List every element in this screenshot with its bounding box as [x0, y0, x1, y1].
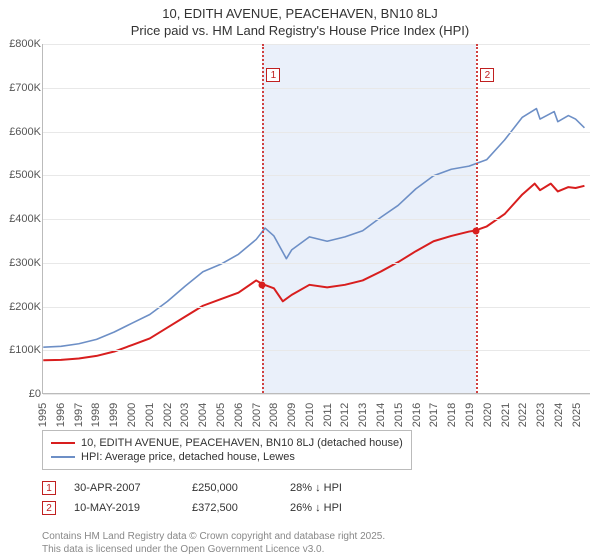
x-tick-label: 2002 [162, 403, 174, 427]
data-row-1: 1 30-APR-2007 £250,000 28% ↓ HPI [42, 478, 342, 498]
x-tick-label: 2000 [126, 403, 138, 427]
data-price-2: £372,500 [192, 502, 272, 514]
footer-line-1: Contains HM Land Registry data © Crown c… [42, 530, 385, 543]
x-tick-label: 2009 [286, 403, 298, 427]
x-tick-label: 2005 [215, 403, 227, 427]
x-tick-label: 2020 [482, 403, 494, 427]
x-tick-label: 2006 [233, 403, 245, 427]
x-tick-label: 2025 [571, 403, 583, 427]
x-tick-label: 2019 [464, 403, 476, 427]
x-tick-label: 2012 [339, 403, 351, 427]
x-tick-label: 2024 [553, 403, 565, 427]
x-tick-label: 2022 [517, 403, 529, 427]
x-tick-label: 2016 [411, 403, 423, 427]
x-tick-label: 1997 [73, 403, 85, 427]
data-delta-2: 26% ↓ HPI [290, 502, 342, 514]
chart-subtitle: Price paid vs. HM Land Registry's House … [0, 21, 600, 46]
data-date-2: 10-MAY-2019 [74, 502, 174, 514]
x-tick-label: 2007 [251, 403, 263, 427]
x-tick-label: 2008 [268, 403, 280, 427]
marker-box: 2 [480, 68, 494, 82]
x-tick-label: 2004 [197, 403, 209, 427]
legend-swatch-2 [51, 456, 75, 458]
y-tick-label: £100K [1, 344, 41, 356]
y-tick-label: £300K [1, 257, 41, 269]
x-tick-label: 1998 [90, 403, 102, 427]
x-tick-label: 1995 [37, 403, 49, 427]
marker-box: 1 [266, 68, 280, 82]
x-tick-label: 2017 [428, 403, 440, 427]
x-tick-label: 2014 [375, 403, 387, 427]
x-tick-label: 1996 [55, 403, 67, 427]
x-tick-label: 2023 [535, 403, 547, 427]
x-tick-label: 2018 [446, 403, 458, 427]
x-tick-label: 2011 [322, 403, 334, 427]
legend-item-1: 10, EDITH AVENUE, PEACEHAVEN, BN10 8LJ (… [51, 436, 403, 450]
y-tick-label: £0 [1, 388, 41, 400]
legend-label-1: 10, EDITH AVENUE, PEACEHAVEN, BN10 8LJ (… [81, 437, 403, 449]
chart-title: 10, EDITH AVENUE, PEACEHAVEN, BN10 8LJ [0, 0, 600, 21]
plot-area: £0£100K£200K£300K£400K£500K£600K£700K£80… [42, 44, 590, 394]
chart-container: 10, EDITH AVENUE, PEACEHAVEN, BN10 8LJ P… [0, 0, 600, 560]
footer-line-2: This data is licensed under the Open Gov… [42, 543, 385, 556]
data-delta-1: 28% ↓ HPI [290, 482, 342, 494]
y-tick-label: £800K [1, 38, 41, 50]
legend: 10, EDITH AVENUE, PEACEHAVEN, BN10 8LJ (… [42, 430, 412, 470]
footer: Contains HM Land Registry data © Crown c… [42, 530, 385, 556]
marker-badge-2: 2 [42, 501, 56, 515]
y-tick-label: £200K [1, 301, 41, 313]
data-row-2: 2 10-MAY-2019 £372,500 26% ↓ HPI [42, 498, 342, 518]
x-tick-label: 2010 [304, 403, 316, 427]
legend-label-2: HPI: Average price, detached house, Lewe… [81, 451, 295, 463]
y-tick-label: £600K [1, 126, 41, 138]
x-tick-label: 2013 [357, 403, 369, 427]
x-tick-label: 1999 [108, 403, 120, 427]
data-price-1: £250,000 [192, 482, 272, 494]
legend-item-2: HPI: Average price, detached house, Lewe… [51, 450, 403, 464]
marker-badge-1: 1 [42, 481, 56, 495]
legend-swatch-1 [51, 442, 75, 444]
y-tick-label: £500K [1, 169, 41, 181]
data-point-table: 1 30-APR-2007 £250,000 28% ↓ HPI 2 10-MA… [42, 478, 342, 518]
data-date-1: 30-APR-2007 [74, 482, 174, 494]
y-tick-label: £700K [1, 82, 41, 94]
x-tick-label: 2021 [500, 403, 512, 427]
x-tick-label: 2003 [179, 403, 191, 427]
y-tick-label: £400K [1, 213, 41, 225]
x-tick-label: 2015 [393, 403, 405, 427]
x-tick-label: 2001 [144, 403, 156, 427]
